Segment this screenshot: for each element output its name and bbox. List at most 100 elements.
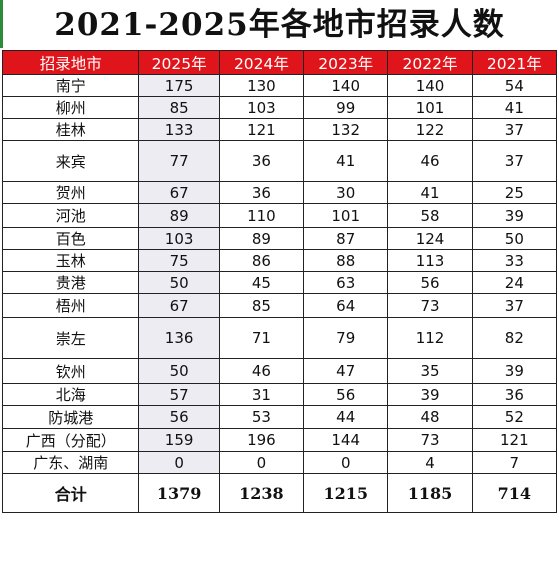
table-row: 玉林 75 86 88 113 33 bbox=[1, 249, 558, 272]
city-cell: 桂林 bbox=[1, 118, 140, 141]
value-cell: 73 bbox=[387, 293, 473, 318]
value-cell: 44 bbox=[303, 405, 389, 429]
page-title: 2021-2025年各地市招录人数 bbox=[54, 7, 505, 43]
value-cell: 133 bbox=[138, 118, 220, 141]
value-cell: 37 bbox=[471, 140, 558, 182]
value-cell: 159 bbox=[138, 428, 220, 452]
value-cell: 103 bbox=[218, 96, 305, 119]
value-cell: 39 bbox=[471, 358, 558, 384]
value-cell: 79 bbox=[303, 317, 389, 359]
value-cell: 71 bbox=[218, 317, 305, 359]
value-cell: 121 bbox=[471, 428, 558, 452]
header-row: 招录地市 2025年 2024年 2023年 2022年 2021年 bbox=[1, 50, 558, 75]
value-cell: 85 bbox=[138, 96, 220, 119]
table-row: 广西（分配） 159 196 144 73 121 bbox=[1, 428, 558, 452]
table-row: 北海 57 31 56 39 36 bbox=[1, 383, 558, 406]
recruitment-table: 招录地市 2025年 2024年 2023年 2022年 2021年 南宁 175… bbox=[1, 50, 558, 513]
header-2025: 2025年 bbox=[138, 50, 220, 75]
table-row: 钦州 50 46 47 35 39 bbox=[1, 358, 558, 384]
value-cell: 47 bbox=[303, 358, 389, 384]
value-cell: 99 bbox=[303, 96, 389, 119]
value-cell: 50 bbox=[138, 271, 220, 294]
value-cell: 67 bbox=[138, 181, 220, 204]
header-2022: 2022年 bbox=[387, 50, 473, 75]
total-row: 合计 1379 1238 1215 1185 714 bbox=[1, 473, 558, 513]
city-cell: 防城港 bbox=[1, 405, 140, 429]
value-cell: 52 bbox=[471, 405, 558, 429]
value-cell: 130 bbox=[218, 74, 305, 97]
city-cell: 崇左 bbox=[1, 317, 140, 359]
header-2023: 2023年 bbox=[303, 50, 389, 75]
table-row: 南宁 175 130 140 140 54 bbox=[1, 74, 558, 97]
total-label: 合计 bbox=[1, 473, 140, 513]
value-cell: 144 bbox=[303, 428, 389, 452]
value-cell: 175 bbox=[138, 74, 220, 97]
value-cell: 0 bbox=[218, 451, 305, 474]
value-cell: 30 bbox=[303, 181, 389, 204]
table-row: 百色 103 89 87 124 50 bbox=[1, 227, 558, 250]
city-cell: 广东、湖南 bbox=[1, 451, 140, 474]
value-cell: 39 bbox=[471, 203, 558, 228]
city-cell: 北海 bbox=[1, 383, 140, 406]
value-cell: 37 bbox=[471, 293, 558, 318]
value-cell: 196 bbox=[218, 428, 305, 452]
value-cell: 113 bbox=[387, 249, 473, 272]
city-cell: 百色 bbox=[1, 227, 140, 250]
table-row: 梧州 67 85 64 73 37 bbox=[1, 293, 558, 318]
value-cell: 4 bbox=[387, 451, 473, 474]
value-cell: 56 bbox=[138, 405, 220, 429]
total-cell: 1379 bbox=[138, 473, 220, 513]
table-row: 来宾 77 36 41 46 37 bbox=[1, 140, 558, 182]
table-row: 崇左 136 71 79 112 82 bbox=[1, 317, 558, 359]
value-cell: 39 bbox=[387, 383, 473, 406]
total-cell: 714 bbox=[471, 473, 558, 513]
value-cell: 121 bbox=[218, 118, 305, 141]
value-cell: 57 bbox=[138, 383, 220, 406]
city-cell: 梧州 bbox=[1, 293, 140, 318]
value-cell: 132 bbox=[303, 118, 389, 141]
sheet-edge-marker bbox=[0, 0, 3, 48]
value-cell: 37 bbox=[471, 118, 558, 141]
value-cell: 56 bbox=[303, 383, 389, 406]
table-row: 桂林 133 121 132 122 37 bbox=[1, 118, 558, 141]
value-cell: 41 bbox=[471, 96, 558, 119]
value-cell: 31 bbox=[218, 383, 305, 406]
city-cell: 来宾 bbox=[1, 140, 140, 182]
total-cell: 1185 bbox=[387, 473, 473, 513]
value-cell: 112 bbox=[387, 317, 473, 359]
header-2021: 2021年 bbox=[471, 50, 558, 75]
value-cell: 67 bbox=[138, 293, 220, 318]
value-cell: 53 bbox=[218, 405, 305, 429]
value-cell: 101 bbox=[387, 96, 473, 119]
value-cell: 122 bbox=[387, 118, 473, 141]
value-cell: 136 bbox=[138, 317, 220, 359]
value-cell: 124 bbox=[387, 227, 473, 250]
table-row: 防城港 56 53 44 48 52 bbox=[1, 405, 558, 429]
value-cell: 64 bbox=[303, 293, 389, 318]
value-cell: 103 bbox=[138, 227, 220, 250]
value-cell: 45 bbox=[218, 271, 305, 294]
value-cell: 56 bbox=[387, 271, 473, 294]
header-2024: 2024年 bbox=[218, 50, 305, 75]
value-cell: 54 bbox=[471, 74, 558, 97]
value-cell: 41 bbox=[387, 181, 473, 204]
value-cell: 36 bbox=[471, 383, 558, 406]
value-cell: 140 bbox=[387, 74, 473, 97]
table-row: 贺州 67 36 30 41 25 bbox=[1, 181, 558, 204]
value-cell: 35 bbox=[387, 358, 473, 384]
value-cell: 50 bbox=[471, 227, 558, 250]
value-cell: 0 bbox=[303, 451, 389, 474]
city-cell: 玉林 bbox=[1, 249, 140, 272]
city-cell: 贵港 bbox=[1, 271, 140, 294]
value-cell: 46 bbox=[387, 140, 473, 182]
table-row: 贵港 50 45 63 56 24 bbox=[1, 271, 558, 294]
city-cell: 柳州 bbox=[1, 96, 140, 119]
value-cell: 7 bbox=[471, 451, 558, 474]
value-cell: 25 bbox=[471, 181, 558, 204]
city-cell: 贺州 bbox=[1, 181, 140, 204]
value-cell: 58 bbox=[387, 203, 473, 228]
value-cell: 87 bbox=[303, 227, 389, 250]
value-cell: 140 bbox=[303, 74, 389, 97]
value-cell: 41 bbox=[303, 140, 389, 182]
value-cell: 0 bbox=[138, 451, 220, 474]
